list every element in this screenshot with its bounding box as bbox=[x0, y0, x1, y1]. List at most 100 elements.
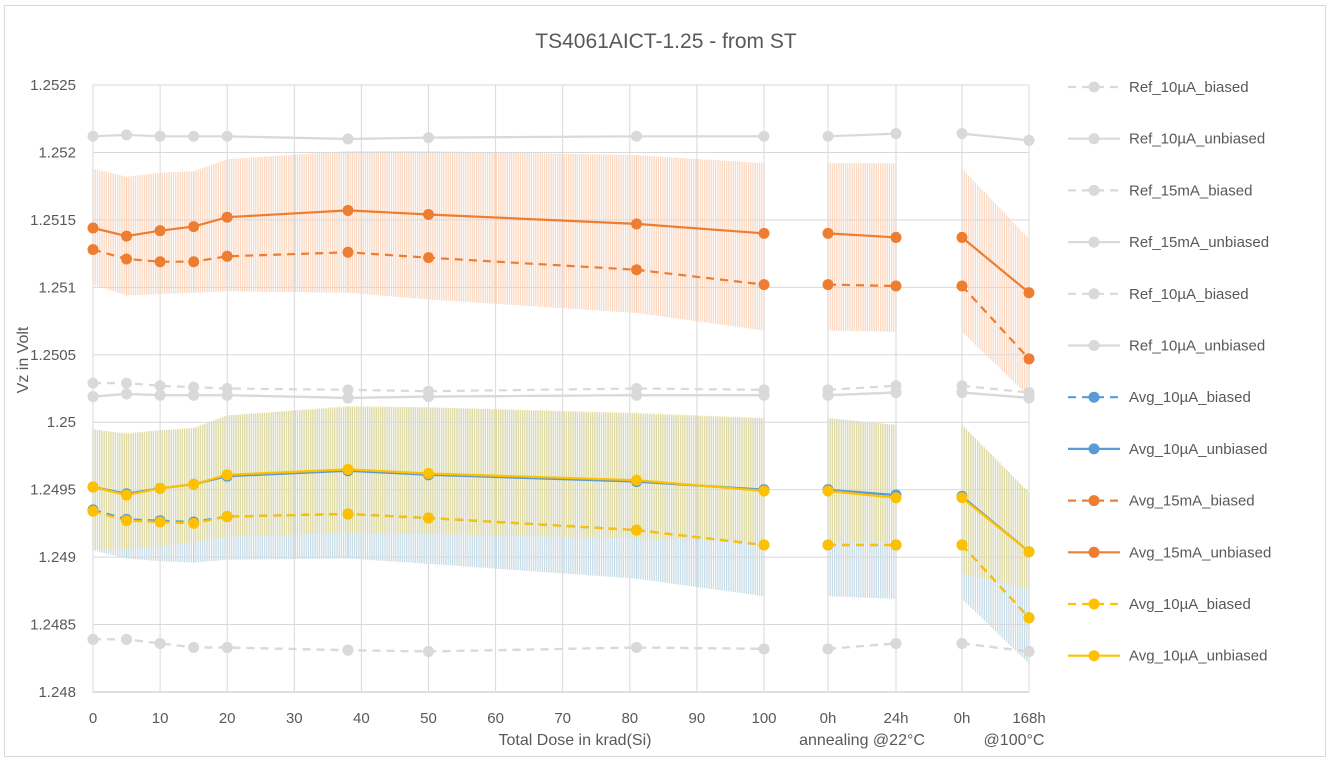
legend-label: Ref_15mA_unbiased bbox=[1129, 234, 1269, 251]
data-point bbox=[956, 387, 968, 399]
legend-swatch-marker bbox=[1088, 495, 1100, 507]
series-line-7 bbox=[827, 488, 897, 497]
data-point bbox=[188, 641, 200, 653]
y-tick-label: 1.25 bbox=[47, 414, 76, 431]
series-line-9 bbox=[827, 232, 897, 239]
legend-label: Ref_10µA_biased bbox=[1129, 286, 1249, 303]
data-point bbox=[956, 280, 968, 292]
data-point bbox=[221, 130, 233, 142]
series-line-10 bbox=[961, 544, 1030, 619]
x-tick-label: 10 bbox=[152, 710, 169, 727]
x-tick-label: 20 bbox=[219, 710, 236, 727]
x-tick-label: 24h bbox=[883, 710, 908, 727]
y-tick-label: 1.2515 bbox=[30, 212, 76, 229]
series-line-4 bbox=[961, 642, 1030, 653]
data-point bbox=[423, 646, 434, 658]
y-tick-label: 1.248 bbox=[38, 684, 76, 701]
data-point bbox=[342, 384, 354, 396]
data-point bbox=[342, 392, 354, 404]
series-markers bbox=[87, 128, 1035, 658]
y-tick-label: 1.2485 bbox=[30, 617, 76, 634]
data-point bbox=[631, 130, 643, 142]
y-tick-label: 1.2505 bbox=[30, 347, 76, 364]
y-tick-label: 1.2495 bbox=[30, 482, 76, 499]
data-point bbox=[221, 211, 233, 223]
series-line-2 bbox=[961, 384, 1030, 394]
data-point bbox=[956, 128, 968, 140]
data-point bbox=[631, 264, 643, 276]
data-point bbox=[758, 389, 770, 401]
data-point bbox=[121, 129, 133, 141]
legend-swatch-marker bbox=[1088, 650, 1100, 662]
data-point bbox=[890, 280, 902, 292]
data-point bbox=[342, 644, 354, 656]
legend-swatch-marker bbox=[1088, 133, 1100, 145]
data-point bbox=[631, 474, 643, 486]
data-point bbox=[154, 516, 166, 528]
series-line-1 bbox=[827, 132, 897, 138]
data-point bbox=[121, 230, 133, 242]
chart-title: TS4061AICT-1.25 - from ST bbox=[535, 30, 797, 53]
series-lines bbox=[92, 132, 1030, 653]
data-point bbox=[822, 389, 834, 401]
legend-swatch-marker bbox=[1088, 288, 1100, 300]
data-point bbox=[87, 633, 99, 645]
data-point bbox=[631, 641, 643, 653]
x-tick-label: 80 bbox=[621, 710, 638, 727]
data-point bbox=[221, 511, 233, 523]
data-point bbox=[154, 482, 166, 494]
legend-label: Avg_10µA_biased bbox=[1129, 596, 1251, 613]
data-point bbox=[758, 227, 770, 239]
data-point bbox=[822, 539, 834, 551]
data-point bbox=[822, 130, 834, 142]
series-line-2 bbox=[827, 384, 897, 391]
x-tick-label: 0 bbox=[89, 710, 97, 727]
data-point bbox=[890, 539, 902, 551]
data-point bbox=[154, 256, 166, 268]
x-tick-label: 168h bbox=[1012, 710, 1045, 727]
x-tick-label: 40 bbox=[353, 710, 370, 727]
data-point bbox=[822, 643, 834, 655]
data-point bbox=[758, 485, 770, 497]
legend-swatch-marker bbox=[1088, 236, 1100, 248]
y-tick-label: 1.2525 bbox=[30, 77, 76, 94]
data-point bbox=[631, 218, 643, 230]
legend-swatch-marker bbox=[1088, 546, 1100, 558]
data-point bbox=[1023, 287, 1035, 299]
series-line-8 bbox=[961, 285, 1030, 360]
data-point bbox=[1023, 353, 1035, 365]
data-point bbox=[188, 256, 200, 268]
x-tick-label: 0h bbox=[820, 710, 837, 727]
data-point bbox=[221, 389, 233, 401]
data-point bbox=[890, 637, 902, 649]
data-point bbox=[121, 633, 133, 645]
data-point bbox=[1023, 546, 1035, 558]
data-point bbox=[154, 225, 166, 237]
data-point bbox=[423, 208, 434, 220]
annealing-100c-label: @100°C bbox=[984, 732, 1045, 749]
series-line-5 bbox=[827, 391, 897, 397]
data-point bbox=[87, 222, 99, 234]
legend-label: Avg_15mA_biased bbox=[1129, 493, 1255, 510]
data-point bbox=[188, 381, 200, 393]
data-point bbox=[154, 637, 166, 649]
data-point bbox=[342, 508, 354, 520]
series-line-11 bbox=[961, 496, 1030, 553]
data-point bbox=[87, 377, 99, 389]
data-point bbox=[956, 637, 968, 649]
data-point bbox=[822, 279, 834, 291]
series-line-11 bbox=[827, 489, 897, 499]
series-line-5 bbox=[961, 391, 1030, 399]
series-line-8 bbox=[827, 283, 897, 288]
data-point bbox=[890, 387, 902, 399]
data-point bbox=[221, 641, 233, 653]
legend-label: Avg_15mA_unbiased bbox=[1129, 544, 1271, 561]
legend-label: Ref_10µA_unbiased bbox=[1129, 338, 1265, 355]
data-point bbox=[956, 231, 968, 243]
data-point bbox=[822, 485, 834, 497]
x-tick-label: 0h bbox=[954, 710, 971, 727]
x-tick-label: 100 bbox=[751, 710, 776, 727]
series-line-9 bbox=[961, 236, 1030, 294]
data-point bbox=[1023, 392, 1035, 404]
